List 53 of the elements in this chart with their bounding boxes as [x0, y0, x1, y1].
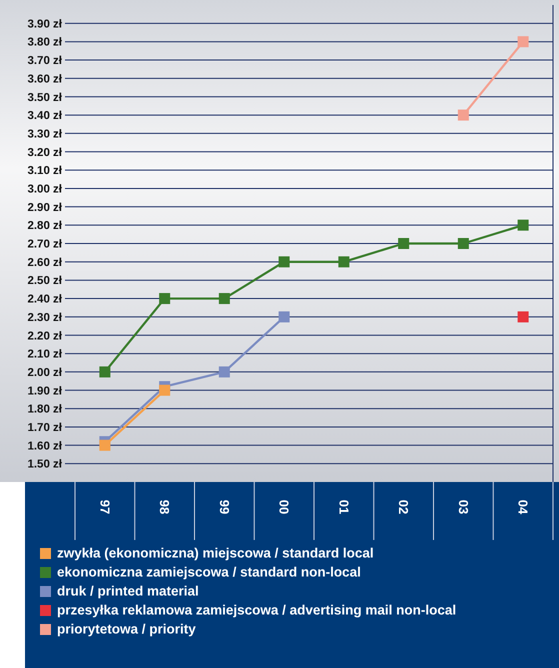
point	[458, 238, 469, 249]
y-tick-label: 2.20 zł	[27, 330, 63, 342]
y-tick-label: 3.30 zł	[27, 128, 63, 140]
point	[518, 36, 529, 48]
y-tick-label: 2.70 zł	[27, 238, 63, 251]
y-tick-label: 2.30 zł	[27, 312, 63, 324]
point	[99, 366, 110, 378]
y-tick-label: 3.50 zł	[27, 92, 63, 104]
y-tick-label: 3.00 zł	[27, 183, 63, 196]
y-tick-label: 2.90 zł	[27, 202, 63, 214]
y-tick-label: 3.60 zł	[27, 73, 63, 86]
x-tick-label: 00	[276, 500, 292, 514]
y-tick-label: 1.50 zł	[27, 458, 63, 471]
point	[518, 220, 529, 231]
point	[218, 293, 230, 304]
x-tick-label: 03	[456, 500, 471, 514]
point	[518, 311, 529, 322]
x-tick-label: 01	[336, 500, 352, 514]
x-tick-label: 97	[97, 500, 112, 514]
y-tick-label: 3.20 zł	[27, 146, 63, 159]
x-tick-label: 98	[157, 500, 172, 514]
legend-label: przesyłka reklamowa zamiejscowa / advertising mail non-local	[57, 602, 456, 618]
point	[159, 384, 170, 396]
y-tick-label: 2.60 zł	[27, 256, 63, 269]
legend-label: zwykła (ekonomiczna) miejscowa / standard local	[57, 546, 374, 561]
x-tick-label: 99	[216, 500, 232, 514]
y-tick-label: 3.10 zł	[27, 165, 63, 178]
y-tick-label: 1.90 zł	[27, 385, 63, 398]
y-tick-label: 2.10 zł	[27, 348, 63, 361]
y-tick-label: 2.80 zł	[27, 220, 63, 232]
point	[458, 110, 469, 121]
y-tick-label: 3.90 zł	[27, 18, 63, 30]
y-tick-label: 2.40 zł	[27, 294, 63, 306]
y-tick-label: 3.40 zł	[27, 110, 63, 122]
legend-label: ekonomiczna zamiejscowa / standard non-local	[57, 564, 361, 580]
y-tick-label: 3.70 zł	[27, 55, 63, 68]
point	[398, 238, 410, 249]
point	[338, 256, 350, 268]
y-tick-label: 2.50 zł	[27, 275, 63, 288]
point	[99, 440, 110, 451]
x-tick-label: 02	[396, 500, 412, 514]
point	[278, 256, 290, 268]
y-tick-label: 2.00 zł	[27, 366, 63, 379]
point	[218, 366, 230, 378]
y-tick-label: 1.70 zł	[27, 422, 63, 434]
point	[278, 311, 290, 322]
y-tick-label: 1.80 zł	[27, 404, 63, 416]
x-tick-label: 04	[516, 500, 531, 515]
legend-label: priorytetowa / priority	[57, 622, 196, 637]
y-tick-label: 1.60 zł	[27, 440, 63, 452]
point	[159, 293, 170, 304]
y-tick-label: 3.80 zł	[27, 36, 63, 49]
legend-label: druk / printed material	[57, 584, 199, 599]
